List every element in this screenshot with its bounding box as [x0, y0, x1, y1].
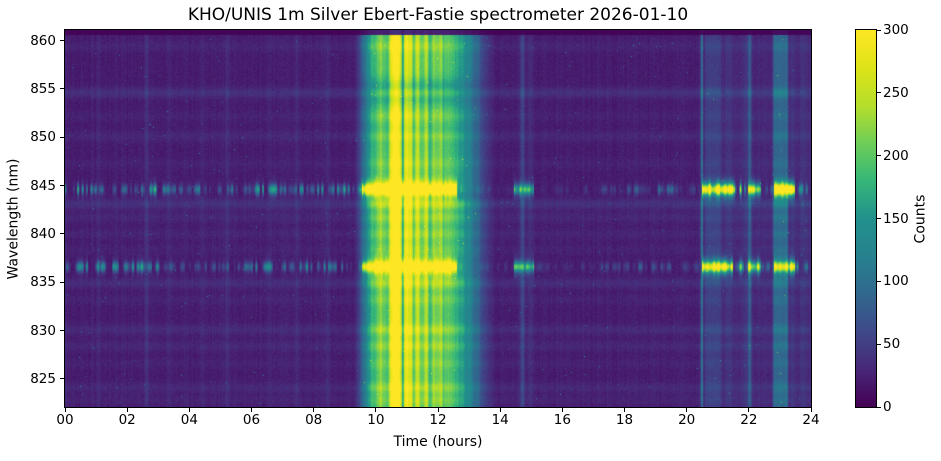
y-tick-label: 825 — [30, 370, 56, 387]
y-tick-label: 845 — [30, 177, 56, 194]
y-tick-label: 830 — [30, 322, 56, 339]
x-tick-label: 08 — [305, 412, 323, 428]
y-tick-mark — [60, 88, 64, 90]
y-tick-label: 855 — [30, 80, 56, 97]
x-tick-label: 06 — [242, 412, 261, 428]
heatmap-canvas — [65, 30, 811, 407]
x-tick-mark — [437, 408, 439, 412]
x-tick-label: 10 — [367, 412, 385, 428]
colorbar-tick-mark — [877, 92, 881, 94]
x-tick-label: 18 — [615, 412, 634, 428]
x-tick-mark — [499, 408, 501, 412]
x-tick-mark — [313, 408, 315, 412]
colorbar-tick-mark — [877, 280, 881, 282]
y-axis-label: Wavelength (nm) — [5, 158, 21, 279]
x-tick-mark — [375, 408, 377, 412]
colorbar-tick-label: 200 — [883, 147, 909, 164]
y-tick-label: 835 — [30, 274, 56, 291]
y-tick-mark — [60, 185, 64, 187]
y-tick-label: 850 — [30, 129, 56, 146]
y-tick-label: 860 — [30, 32, 56, 49]
y-tick-label: 840 — [30, 225, 56, 242]
x-tick-label: 24 — [802, 412, 820, 428]
x-tick-mark — [251, 408, 252, 412]
x-tick-label: 12 — [429, 412, 447, 428]
x-tick-label: 20 — [678, 412, 696, 428]
x-tick-mark — [188, 408, 190, 412]
x-tick-label: 04 — [180, 412, 198, 428]
colorbar-tick-mark — [877, 218, 881, 219]
x-tick-label: 14 — [491, 412, 509, 428]
x-tick-label: 22 — [740, 412, 758, 428]
colorbar-tick-label: 250 — [883, 84, 909, 101]
y-tick-mark — [60, 330, 64, 332]
colorbar-tick-mark — [877, 343, 881, 345]
x-tick-mark — [748, 408, 750, 412]
x-tick-mark — [624, 408, 625, 412]
colorbar — [855, 29, 877, 408]
x-tick-label: 00 — [56, 412, 74, 428]
colorbar-tick-mark — [877, 155, 881, 157]
y-tick-mark — [60, 136, 64, 138]
colorbar-tick-label: 100 — [883, 273, 909, 290]
y-tick-mark — [60, 378, 64, 380]
x-tick-label: 02 — [118, 412, 136, 428]
colorbar-tick-label: 0 — [883, 399, 892, 415]
colorbar-tick-label: 150 — [883, 210, 909, 227]
colorbar-tick-mark — [877, 29, 881, 31]
x-tick-mark — [561, 408, 563, 412]
heatmap-plot-area — [64, 29, 812, 408]
colorbar-tick-label: 300 — [883, 22, 909, 38]
colorbar-gradient — [856, 30, 876, 407]
x-tick-mark — [126, 408, 128, 412]
colorbar-tick-mark — [877, 406, 881, 408]
x-axis-label: Time (hours) — [393, 434, 483, 450]
x-tick-mark — [686, 408, 688, 412]
y-tick-mark — [60, 281, 64, 283]
y-tick-mark — [60, 233, 64, 235]
colorbar-tick-label: 50 — [883, 336, 901, 353]
plot-title: KHO/UNIS 1m Silver Ebert-Fastie spectrom… — [187, 5, 689, 25]
x-tick-mark — [810, 408, 812, 412]
y-tick-mark — [60, 40, 64, 42]
x-tick-label: 16 — [553, 412, 571, 428]
x-tick-mark — [64, 408, 66, 412]
